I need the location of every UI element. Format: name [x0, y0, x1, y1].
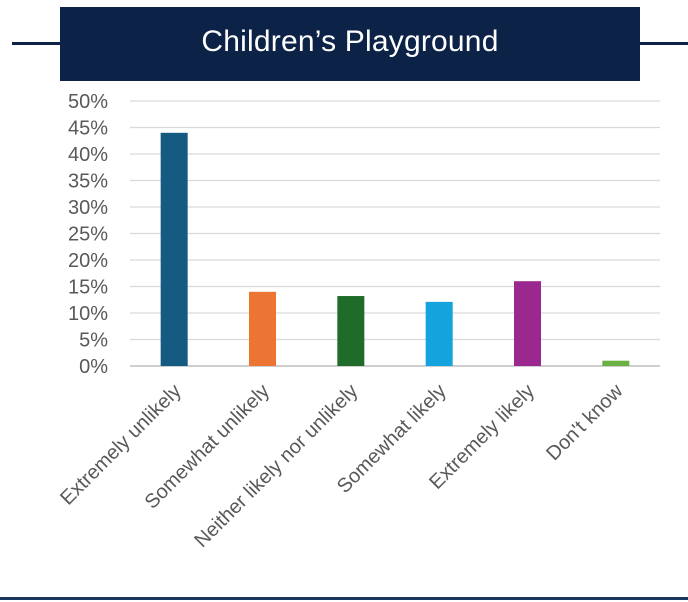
y-tick-label: 15%	[68, 277, 108, 299]
chart-title: Children’s Playground	[201, 25, 499, 58]
bar	[425, 301, 453, 366]
bar	[514, 281, 541, 366]
y-tick-label: 45%	[68, 118, 108, 140]
bar	[249, 291, 276, 366]
bottom-rule	[0, 597, 688, 600]
y-tick-label: 50%	[68, 91, 108, 113]
header-rule-right	[640, 42, 688, 45]
y-tick-label: 40%	[68, 144, 108, 166]
bars	[160, 132, 630, 366]
y-axis-ticks: 0% 5% 10% 15% 20% 25% 30% 35% 40% 45% 50%	[68, 91, 108, 378]
bar	[602, 360, 630, 366]
y-tick-label: 35%	[68, 171, 108, 193]
title-banner: Children’s Playground	[60, 7, 640, 81]
y-tick-label: 30%	[68, 197, 108, 219]
x-category-label: Don't know	[542, 380, 627, 465]
y-tick-label: 10%	[68, 303, 108, 325]
bar	[160, 132, 188, 366]
y-tick-label: 20%	[68, 250, 108, 272]
x-category-label: Neither likely nor unlikely	[190, 380, 362, 552]
bar	[337, 296, 365, 366]
gridlines	[130, 100, 660, 367]
y-tick-label: 25%	[68, 224, 108, 246]
y-tick-label: 5%	[79, 330, 108, 352]
header-rule-left	[12, 42, 60, 45]
y-tick-label: 0%	[79, 356, 108, 378]
